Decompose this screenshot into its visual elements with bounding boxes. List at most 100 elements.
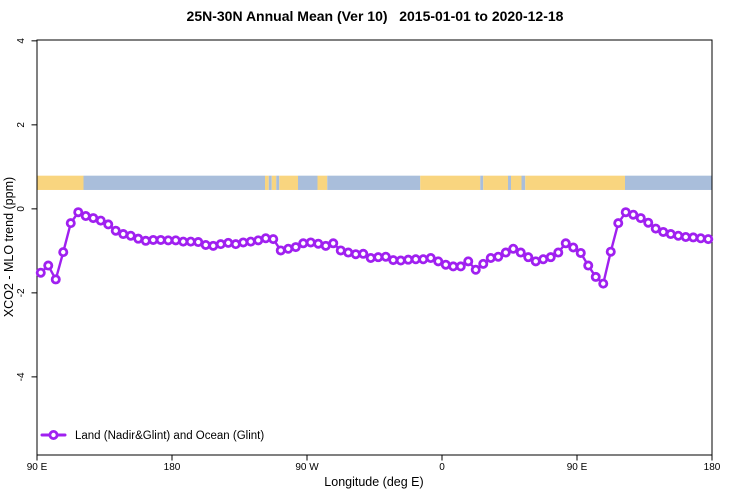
data-point-marker bbox=[275, 245, 286, 256]
data-point-marker bbox=[590, 271, 601, 282]
land-ocean-band bbox=[37, 175, 712, 190]
land-segment bbox=[483, 175, 508, 190]
data-point-marker bbox=[650, 223, 661, 234]
data-point-marker bbox=[463, 256, 474, 267]
data-point-marker bbox=[703, 234, 714, 245]
y-axis: 4 2 0 -2 -4 bbox=[16, 38, 37, 381]
x-tick-label: 0 bbox=[439, 462, 445, 473]
data-point-marker bbox=[643, 217, 654, 228]
data-point-marker bbox=[470, 264, 481, 275]
ocean-segment bbox=[268, 175, 272, 190]
data-point-marker bbox=[238, 237, 249, 248]
data-point-marker bbox=[613, 218, 624, 229]
data-point-marker bbox=[95, 215, 106, 226]
data-point-marker bbox=[208, 240, 219, 251]
data-point-marker bbox=[455, 261, 466, 272]
data-point-marker bbox=[73, 207, 84, 218]
data-point-marker bbox=[523, 252, 534, 263]
data-point-marker bbox=[485, 253, 496, 264]
data-point-marker bbox=[305, 237, 316, 248]
land-segment bbox=[317, 175, 328, 190]
x-tick-label: 90 E bbox=[567, 462, 588, 473]
data-point-marker bbox=[635, 213, 646, 224]
land-segment bbox=[511, 175, 522, 190]
data-point-marker bbox=[328, 238, 339, 249]
legend-label: Land (Nadir&Glint) and Ocean (Glint) bbox=[75, 430, 264, 442]
data-point-marker bbox=[140, 235, 151, 246]
x-tick-label: 90 E bbox=[27, 462, 48, 473]
y-tick-label: 0 bbox=[16, 206, 27, 212]
data-point-marker bbox=[380, 251, 391, 262]
data-point-marker bbox=[245, 236, 256, 247]
data-point-marker bbox=[118, 229, 129, 240]
data-point-marker bbox=[268, 234, 279, 245]
data-point-marker bbox=[58, 247, 69, 258]
data-point-marker bbox=[395, 255, 406, 266]
data-point-marker bbox=[560, 238, 571, 249]
data-series bbox=[35, 207, 714, 289]
y-tick-label: 4 bbox=[16, 38, 27, 44]
x-tick-label: 90 W bbox=[295, 462, 319, 473]
data-point-marker bbox=[568, 242, 579, 253]
ocean-segment bbox=[276, 175, 280, 190]
data-point-marker bbox=[583, 260, 594, 271]
data-point-marker bbox=[478, 258, 489, 269]
x-tick-label: 180 bbox=[164, 462, 181, 473]
land-segment bbox=[265, 175, 269, 190]
legend-marker bbox=[48, 430, 59, 440]
land-segment bbox=[420, 175, 481, 190]
data-point-marker bbox=[260, 233, 271, 244]
data-point-marker bbox=[433, 256, 444, 267]
data-point-marker bbox=[695, 233, 706, 244]
data-point-marker bbox=[605, 246, 616, 257]
ocean-segment bbox=[327, 175, 421, 190]
data-point-marker bbox=[365, 253, 376, 264]
data-point-marker bbox=[575, 247, 586, 258]
data-point-marker bbox=[35, 267, 46, 278]
y-tick-label: -4 bbox=[16, 372, 27, 381]
chart-title: 25N-30N Annual Mean (Ver 10) 2015-01-01 … bbox=[187, 8, 564, 24]
data-point-marker bbox=[215, 239, 226, 250]
data-point-marker bbox=[290, 242, 301, 253]
data-point-marker bbox=[508, 243, 519, 254]
land-segment bbox=[271, 175, 277, 190]
data-point-marker bbox=[673, 230, 684, 241]
y-tick-label: -2 bbox=[16, 288, 27, 297]
ocean-segment bbox=[83, 175, 265, 190]
data-point-marker bbox=[545, 252, 556, 263]
plot-border bbox=[36, 39, 713, 456]
data-point-marker bbox=[425, 253, 436, 264]
data-point-marker bbox=[553, 247, 564, 258]
land-segment bbox=[525, 175, 625, 190]
data-point-marker bbox=[200, 239, 211, 250]
data-point-marker bbox=[440, 259, 451, 270]
data-point-marker bbox=[598, 278, 609, 289]
ocean-segment bbox=[625, 175, 712, 190]
land-segment bbox=[279, 175, 298, 190]
data-point-marker bbox=[343, 247, 354, 258]
data-point-marker bbox=[170, 235, 181, 246]
x-axis-title: Longitude (deg E) bbox=[324, 475, 423, 489]
data-point-marker bbox=[65, 218, 76, 229]
y-tick-label: 2 bbox=[16, 122, 27, 128]
ocean-segment bbox=[521, 175, 526, 190]
land-segment bbox=[37, 175, 84, 190]
data-point-marker bbox=[500, 247, 511, 258]
data-point-marker bbox=[283, 243, 294, 254]
data-point-marker bbox=[298, 238, 309, 249]
legend: Land (Nadir&Glint) and Ocean (Glint) bbox=[40, 430, 264, 442]
data-point-marker bbox=[628, 209, 639, 220]
data-point-marker bbox=[493, 251, 504, 262]
ocean-segment bbox=[298, 175, 318, 190]
data-point-marker bbox=[223, 237, 234, 248]
data-point-marker bbox=[515, 247, 526, 258]
ocean-segment bbox=[508, 175, 511, 190]
data-point-marker bbox=[50, 274, 61, 285]
data-point-marker bbox=[103, 219, 114, 230]
data-point-marker bbox=[418, 254, 429, 265]
data-point-marker bbox=[43, 260, 54, 271]
x-axis: 90 E 180 90 W 0 90 E 180 bbox=[27, 455, 721, 473]
data-point-marker bbox=[110, 225, 121, 236]
